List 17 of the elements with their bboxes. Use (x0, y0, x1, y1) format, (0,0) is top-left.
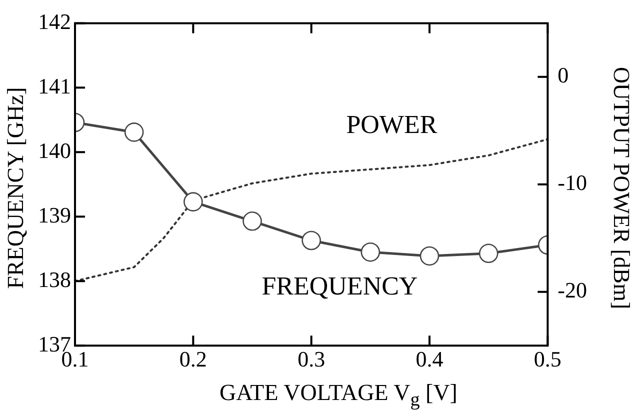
y2-tick-label: -20 (558, 278, 587, 303)
x-tick-label: 0.3 (298, 346, 326, 372)
y-tick-label: 138 (38, 266, 71, 292)
y-tick-label: 141 (38, 73, 71, 98)
y-tick-label: 142 (38, 8, 71, 34)
x-tick-label: 0.5 (534, 346, 562, 372)
series-label: FREQUENCY (262, 271, 418, 300)
y2-tick-label: 0 (558, 62, 569, 88)
x-tick-label: 0.4 (416, 346, 444, 372)
x-tick-label: 0.2 (179, 346, 207, 372)
y-axis-title: FREQUENCY [GHz] (3, 87, 29, 289)
series-label: POWER (346, 110, 438, 140)
y-tick-label: 139 (38, 202, 71, 228)
y2-axis-title: OUTPUT POWER [dBm] (608, 66, 634, 310)
y-tick-label: 140 (38, 138, 71, 163)
x-axis-title: GATE VOLTAGE V$_{g}$ [V] (218, 380, 458, 412)
y2-tick-label: -10 (558, 170, 587, 196)
